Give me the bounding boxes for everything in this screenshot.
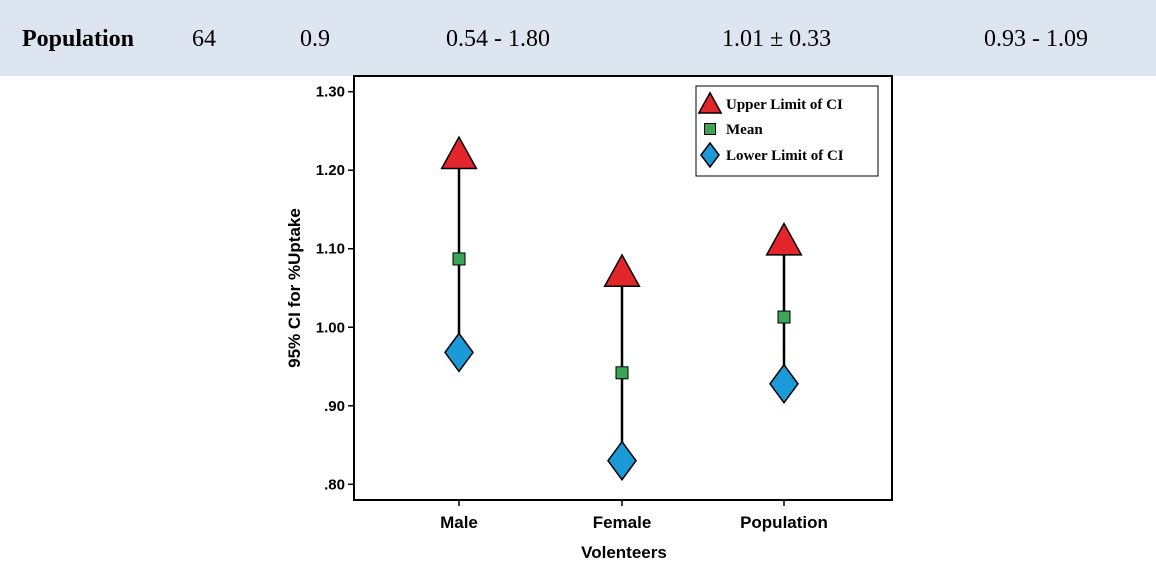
legend-label: Upper Limit of CI: [726, 97, 843, 113]
upper-limit-marker: [603, 253, 641, 288]
y-tick-label: 1.10: [316, 241, 345, 258]
lower-limit-marker: [769, 363, 799, 405]
lower-limit-marker: [607, 440, 637, 482]
mean-marker: [777, 310, 791, 324]
y-tick-label: .90: [324, 398, 345, 415]
y-tick-label: 1.00: [316, 319, 345, 336]
legend-triangle-icon: [697, 91, 723, 114]
legend-label: Mean: [726, 122, 763, 138]
cell-value: 0.9: [300, 26, 330, 52]
y-tick-label: .80: [324, 476, 345, 493]
x-tick-label: Male: [440, 513, 478, 532]
x-tick-label: Population: [740, 513, 828, 532]
row-label: Population: [22, 26, 135, 52]
summary-table-row: Population 64 0.9 0.54 - 1.80 1.01 ± 0.3…: [0, 0, 1156, 76]
legend-diamond-icon: [700, 141, 720, 169]
mean-marker: [615, 366, 629, 380]
y-tick-label: 1.20: [316, 162, 345, 179]
upper-limit-marker: [765, 221, 803, 256]
cell-n: 64: [192, 26, 216, 52]
legend-box: [695, 85, 879, 177]
y-axis-title: 95% CI for %Uptake: [285, 208, 304, 368]
cell-ci: 0.93 - 1.09: [984, 26, 1088, 52]
legend-square-icon: [704, 123, 716, 135]
lower-limit-marker: [444, 332, 474, 373]
y-tick-label: 1.30: [316, 84, 345, 101]
cell-mean-sd: 1.01 ± 0.33: [722, 26, 832, 52]
legend-label: Lower Limit of CI: [726, 148, 844, 164]
plot-frame: [353, 75, 893, 501]
x-axis-title: Volenteers: [581, 543, 667, 562]
cell-range: 0.54 - 1.80: [446, 26, 550, 52]
upper-limit-marker: [440, 135, 478, 170]
x-tick-label: Female: [593, 513, 652, 532]
mean-marker: [452, 252, 466, 266]
